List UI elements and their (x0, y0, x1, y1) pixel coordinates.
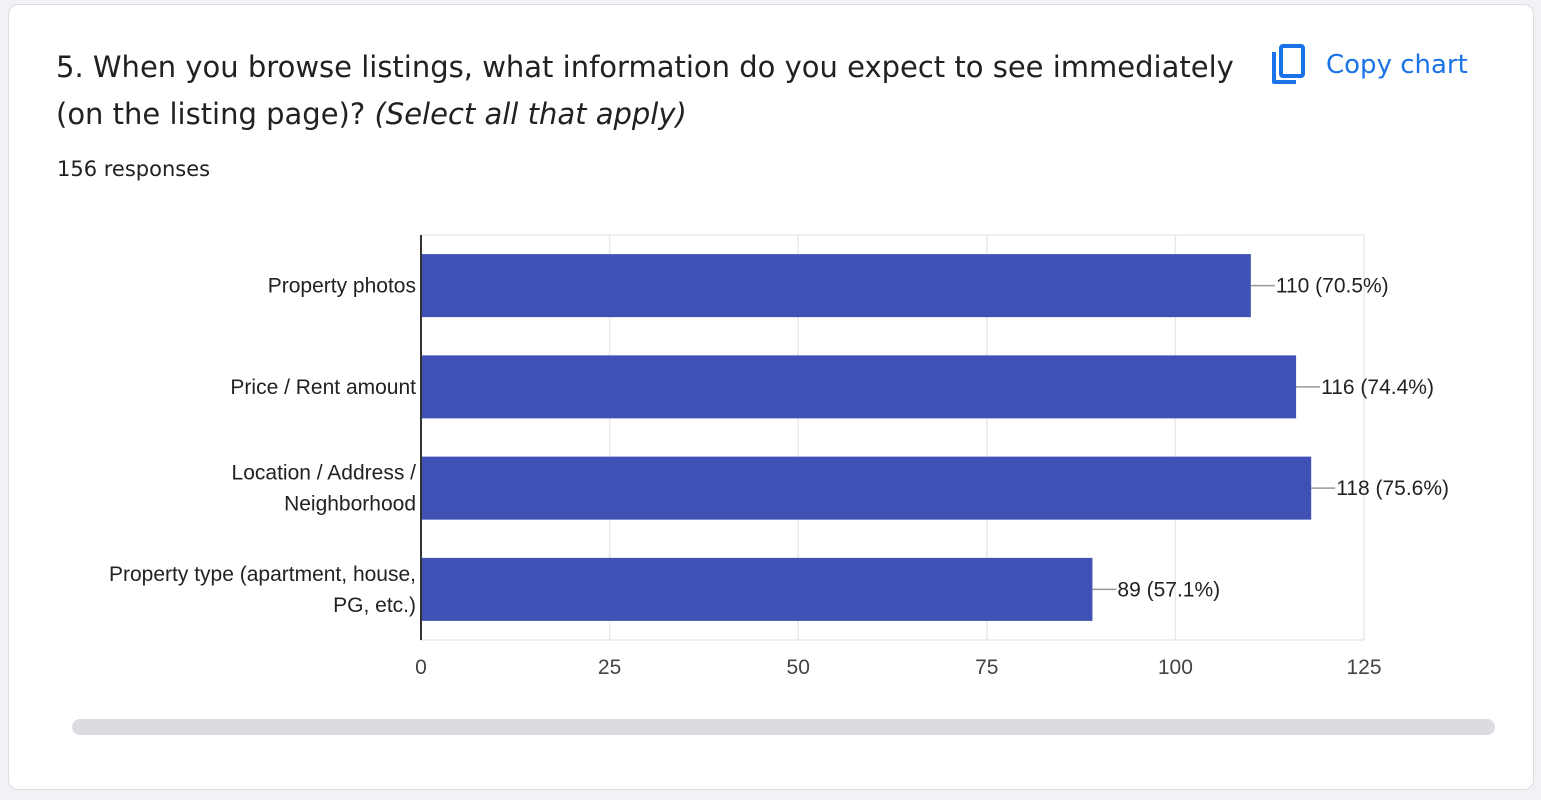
category-label: PG, etc.) (333, 594, 416, 617)
data-label: 89 (57.1%) (1117, 578, 1220, 601)
question-text: 5. When you browse listings, what inform… (56, 50, 1234, 131)
copy-icon (1272, 44, 1305, 84)
copy-chart-button[interactable]: Copy chart (1262, 38, 1494, 92)
bar (421, 456, 1312, 520)
category-label: Neighborhood (284, 493, 416, 516)
copy-chart-label: Copy chart (1326, 50, 1468, 80)
bar (421, 355, 1297, 419)
data-label: 116 (74.4%) (1321, 376, 1434, 399)
x-tick-label: 50 (787, 656, 810, 679)
horizontal-scrollbar[interactable] (72, 719, 1495, 735)
x-tick-label: 25 (598, 656, 621, 679)
category-label: Property type (apartment, house, (109, 563, 416, 586)
category-label: Property photos (268, 275, 416, 298)
question-title: 5. When you browse listings, what inform… (56, 44, 1236, 138)
x-tick-label: 125 (1346, 656, 1381, 679)
data-label: 110 (70.5%) (1276, 275, 1389, 298)
x-tick-label: 0 (415, 656, 427, 679)
response-count: 156 responses (57, 157, 211, 181)
bar (421, 557, 1093, 621)
category-label: Price / Rent amount (230, 376, 416, 399)
bar (421, 254, 1251, 318)
question-hint: (Select all that apply) (374, 97, 687, 131)
data-label: 118 (75.6%) (1336, 477, 1449, 500)
x-tick-label: 100 (1158, 656, 1193, 679)
x-tick-label: 75 (975, 656, 998, 679)
category-label: Location / Address / (232, 462, 417, 485)
